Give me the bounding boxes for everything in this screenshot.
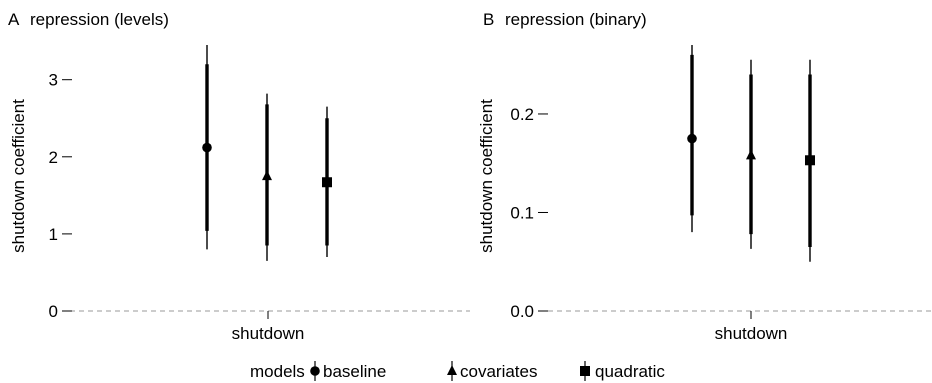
panel-a-y-tick-label: 3 bbox=[49, 71, 58, 90]
panel-a: A repression (levels) shutdown coefficie… bbox=[8, 10, 470, 343]
panel-a-y-axis: 0 1 2 3 bbox=[49, 71, 72, 321]
panel-a-y-tick-label: 0 bbox=[49, 302, 58, 321]
panel-b: B repression (binary) shutdown coefficie… bbox=[477, 10, 932, 343]
legend-covariates-label: covariates bbox=[460, 362, 537, 381]
panel-a-baseline-point bbox=[202, 142, 212, 153]
panel-b-letter: B bbox=[483, 10, 494, 29]
legend-quadratic-label: quadratic bbox=[595, 362, 665, 381]
panel-a-y-tick-label: 2 bbox=[49, 148, 58, 167]
panel-a-x-tick-label: shutdown bbox=[232, 324, 305, 343]
panel-b-marks bbox=[687, 45, 815, 262]
panel-a-letter: A bbox=[8, 10, 20, 29]
panel-a-y-axis-title: shutdown coefficient bbox=[9, 99, 28, 253]
panel-b-y-tick-label: 0.2 bbox=[510, 105, 534, 124]
panel-a-marks bbox=[202, 45, 332, 261]
legend-title: models bbox=[250, 362, 305, 381]
panel-b-x-axis: shutdown bbox=[715, 311, 788, 343]
legend-items: baseline covariates quadratic bbox=[310, 361, 665, 381]
legend-baseline-label: baseline bbox=[323, 362, 386, 381]
panel-a-title: repression (levels) bbox=[30, 10, 169, 29]
panel-b-y-tick-label: 0.0 bbox=[510, 302, 534, 321]
panel-a-y-tick-label: 1 bbox=[49, 225, 58, 244]
panel-b-x-tick-label: shutdown bbox=[715, 324, 788, 343]
panel-a-covariates-point bbox=[262, 170, 272, 181]
legend-baseline-circle-icon bbox=[310, 366, 320, 376]
panel-a-quadratic-point bbox=[322, 177, 332, 188]
panel-b-covariates-point bbox=[746, 149, 756, 160]
legend-quadratic-square-icon bbox=[580, 366, 590, 376]
panel-b-y-tick-label: 0.1 bbox=[510, 203, 534, 222]
panel-b-title: repression (binary) bbox=[505, 10, 647, 29]
legend-covariates-triangle-icon bbox=[447, 365, 457, 375]
panel-b-quadratic-point bbox=[805, 155, 815, 166]
panel-b-baseline-point bbox=[687, 133, 697, 144]
panel-b-y-axis-title: shutdown coefficient bbox=[477, 99, 496, 253]
legend: models baseline covariates quadratic bbox=[250, 361, 665, 381]
panel-a-x-axis: shutdown bbox=[232, 311, 305, 343]
panel-b-y-axis: 0.0 0.1 0.2 bbox=[510, 105, 548, 321]
